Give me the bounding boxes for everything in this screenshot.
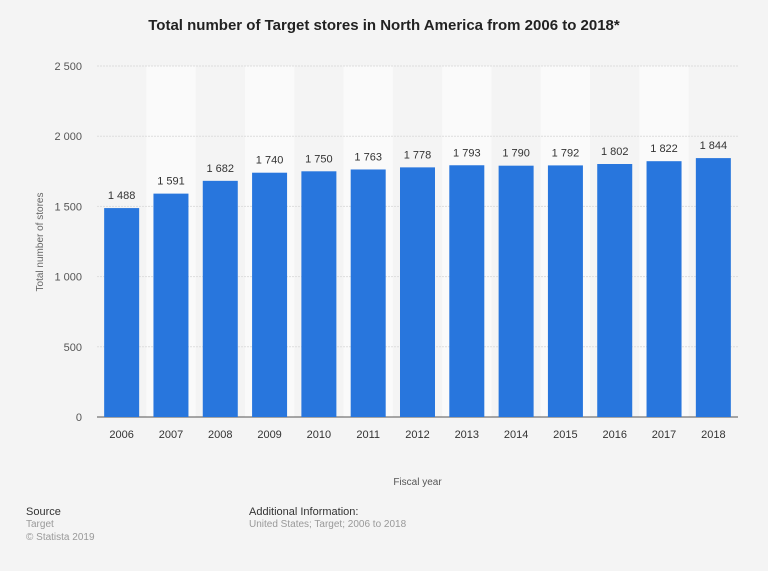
y-tick-label: 1 500 <box>54 201 82 213</box>
data-label: 1 591 <box>157 176 185 188</box>
data-label: 1 844 <box>700 140 728 152</box>
bar-2015 <box>547 165 583 417</box>
data-label: 1 778 <box>404 149 432 161</box>
bar-2010 <box>301 171 337 417</box>
bar-chart: 0 500 1 000 1 500 2 000 2 500 1 488 2006 1 591 20… <box>35 61 738 488</box>
bar-2013 <box>449 165 485 417</box>
bar-2006 <box>104 208 140 417</box>
x-tick-label: 2016 <box>602 429 626 441</box>
bar-2008 <box>202 180 238 417</box>
x-tick-label: 2012 <box>405 429 429 441</box>
bar-2009 <box>252 172 288 417</box>
bar-2018 <box>695 158 731 417</box>
additional-info-block: Additional Information: United States; T… <box>249 506 406 531</box>
x-tick-label: 2010 <box>307 429 331 441</box>
additional-info-text: United States; Target; 2006 to 2018 <box>249 519 407 530</box>
bar-2016 <box>597 163 633 417</box>
data-label: 1 740 <box>256 155 284 167</box>
copyright: © Statista 2019 <box>26 532 95 543</box>
bar-2012 <box>400 167 435 417</box>
y-tick-label: 1 000 <box>54 272 82 284</box>
y-tick-label: 2 000 <box>54 131 82 143</box>
additional-info-label: Additional Information: <box>249 506 359 518</box>
chart-title: Total number of Target stores in North A… <box>148 17 620 34</box>
x-tick-label: 2014 <box>504 429 528 441</box>
x-tick-label: 2006 <box>109 429 133 441</box>
x-axis-label: Fiscal year <box>393 477 442 488</box>
data-label: 1 802 <box>601 146 629 158</box>
source-name: Target <box>26 519 54 530</box>
x-tick-label: 2011 <box>356 429 380 441</box>
x-tick-label: 2013 <box>455 429 479 441</box>
x-tick-label: 2015 <box>553 429 577 441</box>
bar-2011 <box>350 169 386 417</box>
bar-2007 <box>153 193 189 417</box>
y-axis-label: Total number of stores <box>35 193 46 292</box>
x-tick-label: 2008 <box>208 429 232 441</box>
y-tick-label: 0 <box>76 412 82 424</box>
x-tick-label: 2007 <box>159 429 183 441</box>
x-tick-label: 2009 <box>257 429 281 441</box>
bar-2017 <box>646 161 682 417</box>
data-label: 1 793 <box>453 147 481 159</box>
data-label: 1 488 <box>108 190 136 202</box>
bar-2014 <box>498 165 534 417</box>
x-tick-label: 2018 <box>701 429 725 441</box>
data-label: 1 822 <box>650 143 678 155</box>
y-tick-label: 2 500 <box>54 61 82 73</box>
source-label: Source <box>26 506 61 518</box>
source-block: Source Target © Statista 2019 <box>26 506 95 544</box>
data-label: 1 763 <box>354 151 382 163</box>
data-label: 1 682 <box>207 163 235 175</box>
data-label: 1 790 <box>502 148 530 160</box>
x-tick-label: 2017 <box>652 429 676 441</box>
y-tick-label: 500 <box>64 342 82 354</box>
data-label: 1 750 <box>305 153 333 165</box>
data-label: 1 792 <box>552 147 580 159</box>
